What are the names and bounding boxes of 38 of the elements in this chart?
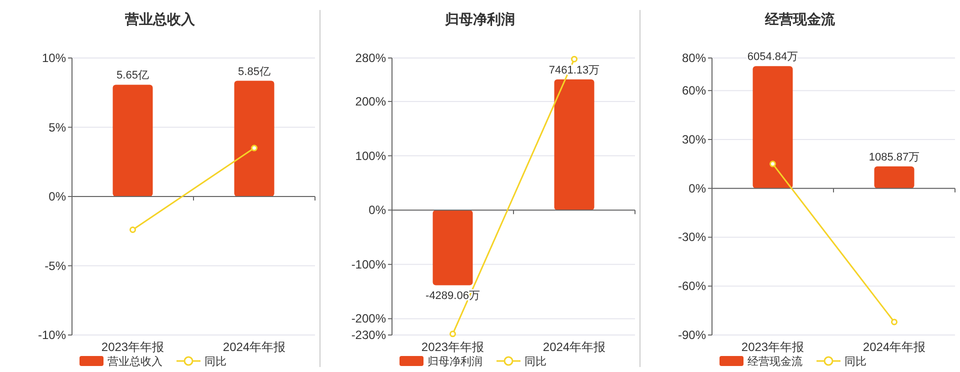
x-tick-label: 2024年年报: [542, 340, 606, 354]
y-tick-label: 5%: [48, 120, 66, 134]
data-label: 1085.87万: [868, 151, 920, 164]
legend-label: 经营现金流: [748, 355, 802, 368]
y-tick-label: -5%: [44, 258, 66, 273]
legend-label: 归母净利润: [428, 355, 482, 368]
data-label: 6054.84万: [747, 51, 798, 64]
y-tick-label: 0%: [368, 203, 386, 218]
legend-label: 同比: [524, 355, 546, 368]
chart-title: 经营现金流: [764, 11, 836, 27]
data-label: 5.85亿: [238, 66, 270, 78]
x-tick-label: 2023年年报: [741, 340, 804, 354]
x-tick-label: 2023年年报: [101, 340, 164, 354]
y-tick-label: 200%: [355, 94, 386, 108]
legend-label: 同比: [204, 355, 226, 368]
y-tick-label: -230%: [351, 328, 386, 342]
y-tick-label: 0%: [688, 181, 706, 196]
y-tick-label: 30%: [682, 132, 706, 146]
y-tick-label: -200%: [351, 312, 386, 326]
legend-label: 营业总收入: [108, 355, 162, 368]
y-tick-label: -60%: [678, 279, 706, 294]
y-tick-label: 280%: [355, 51, 386, 65]
x-tick-label: 2024年年报: [222, 340, 286, 354]
x-tick-label: 2024年年报: [862, 340, 926, 354]
y-tick-label: 0%: [48, 190, 66, 204]
y-tick-label: 10%: [42, 51, 66, 65]
y-tick-label: -30%: [678, 230, 706, 244]
y-tick-label: 60%: [682, 84, 706, 98]
data-label: 5.65亿: [116, 70, 149, 82]
y-tick-label: -10%: [38, 328, 66, 342]
chart-title: 营业总收入: [124, 11, 196, 27]
y-tick-label: -90%: [678, 328, 706, 342]
legend-label: 同比: [844, 355, 866, 368]
chart-title: 归母净利润: [444, 11, 515, 27]
y-tick-label: 80%: [682, 51, 706, 65]
y-tick-label: -100%: [351, 257, 386, 272]
x-tick-label: 2023年年报: [421, 340, 484, 354]
y-tick-label: 100%: [355, 148, 386, 163]
